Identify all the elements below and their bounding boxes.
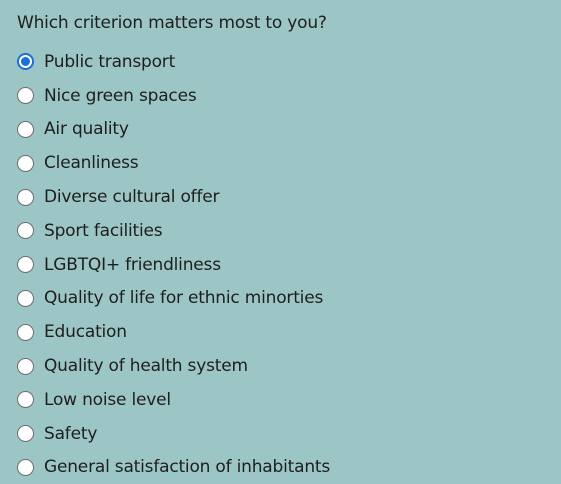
radio-button[interactable] <box>17 120 34 138</box>
option-label: Public transport <box>44 51 176 72</box>
option-safety[interactable]: Safety <box>17 417 330 451</box>
option-label: Quality of health system <box>44 356 248 377</box>
option-label: Quality of life for ethnic minorties <box>44 288 324 309</box>
radio-group: Public transport Nice green spaces Air q… <box>17 45 330 484</box>
radio-button[interactable] <box>17 222 34 240</box>
radio-button[interactable] <box>17 391 34 409</box>
radio-button[interactable] <box>17 357 34 375</box>
option-diverse-cultural-offer[interactable]: Diverse cultural offer <box>17 180 330 214</box>
option-cleanliness[interactable]: Cleanliness <box>17 146 330 180</box>
radio-button[interactable] <box>17 256 34 274</box>
option-education[interactable]: Education <box>17 315 330 349</box>
radio-button[interactable] <box>17 458 34 476</box>
option-general-satisfaction[interactable]: General satisfaction of inhabitants <box>17 451 330 484</box>
option-label: LGBTQI+ friendliness <box>44 254 221 275</box>
option-sport-facilities[interactable]: Sport facilities <box>17 214 330 248</box>
radio-button[interactable] <box>17 188 34 206</box>
option-label: Low noise level <box>44 389 171 410</box>
radio-button[interactable] <box>17 323 34 341</box>
option-nice-green-spaces[interactable]: Nice green spaces <box>17 79 330 113</box>
option-label: General satisfaction of inhabitants <box>44 457 331 478</box>
radio-button[interactable] <box>17 425 34 443</box>
question-text: Which criterion matters most to you? <box>17 13 327 33</box>
option-label: Safety <box>44 423 98 444</box>
radio-button[interactable] <box>17 87 34 105</box>
radio-button[interactable] <box>17 289 34 307</box>
option-low-noise-level[interactable]: Low noise level <box>17 383 330 417</box>
option-label: Cleanliness <box>44 153 139 174</box>
option-label: Air quality <box>44 119 129 140</box>
option-quality-of-health-system[interactable]: Quality of health system <box>17 349 330 383</box>
radio-button[interactable] <box>17 154 34 172</box>
option-label: Sport facilities <box>44 220 163 241</box>
option-quality-of-life-ethnic-minorities[interactable]: Quality of life for ethnic minorties <box>17 282 330 316</box>
option-label: Education <box>44 322 127 343</box>
radio-button-selected[interactable] <box>17 53 34 71</box>
option-label: Nice green spaces <box>44 85 197 106</box>
option-lgbtqi-friendliness[interactable]: LGBTQI+ friendliness <box>17 248 330 282</box>
option-label: Diverse cultural offer <box>44 187 220 208</box>
option-public-transport[interactable]: Public transport <box>17 45 330 79</box>
option-air-quality[interactable]: Air quality <box>17 113 330 147</box>
